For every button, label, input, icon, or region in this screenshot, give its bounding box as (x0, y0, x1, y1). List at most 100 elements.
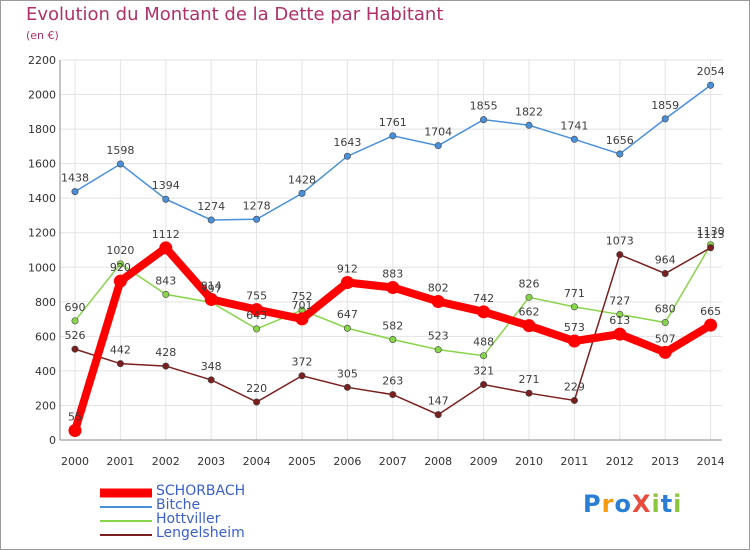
data-label: 1761 (379, 116, 407, 129)
data-label: 1020 (106, 244, 134, 257)
data-point (116, 260, 124, 268)
data-point (434, 142, 442, 150)
data-label: 752 (292, 290, 313, 303)
data-point (704, 318, 718, 332)
data-label: 826 (519, 277, 540, 290)
data-label: 1278 (243, 199, 271, 212)
y-tick-label: 1000 (28, 261, 56, 274)
data-point (68, 424, 82, 437)
legend-swatch (100, 488, 152, 498)
data-point (71, 317, 79, 325)
data-label: 321 (473, 365, 494, 378)
data-label: 305 (337, 367, 358, 380)
data-point (658, 345, 672, 359)
data-label: 964 (655, 253, 676, 266)
data-label: 1741 (560, 119, 588, 132)
data-point (116, 360, 124, 368)
data-point (207, 376, 215, 384)
y-tick-label: 1400 (28, 192, 56, 205)
data-label: 1394 (152, 179, 180, 192)
data-label: 1073 (606, 235, 634, 248)
data-point (707, 81, 715, 89)
y-tick-label: 1800 (28, 123, 56, 136)
data-point (113, 274, 127, 288)
data-point (707, 244, 715, 252)
y-tick-label: 200 (35, 399, 56, 412)
data-label: 271 (519, 373, 540, 386)
data-label: 507 (655, 332, 676, 345)
x-tick-label: 2003 (197, 455, 225, 468)
data-point (661, 269, 669, 277)
data-point (616, 251, 624, 259)
data-point (389, 335, 397, 343)
data-point (570, 396, 578, 404)
data-point (162, 362, 170, 370)
x-tick-label: 2007 (379, 455, 407, 468)
data-label: 771 (564, 287, 585, 300)
data-point (480, 381, 488, 389)
data-label: 843 (155, 274, 176, 287)
data-point (340, 275, 354, 289)
logo-letter: i (673, 490, 683, 518)
data-label: 263 (382, 375, 403, 388)
data-point (525, 293, 533, 301)
legend-label-bitche: Bitche (156, 497, 201, 513)
data-label: 372 (292, 356, 313, 369)
data-label: 662 (519, 306, 540, 319)
x-tick-label: 2001 (106, 455, 134, 468)
x-tick-label: 2010 (515, 455, 543, 468)
data-point (525, 121, 533, 129)
data-point (298, 372, 306, 380)
x-tick-label: 2006 (333, 455, 361, 468)
y-tick-label: 400 (35, 365, 56, 378)
data-point (389, 132, 397, 140)
logo-letter: r (601, 490, 615, 518)
data-point (661, 319, 669, 327)
data-point (434, 346, 442, 354)
x-tick-label: 2002 (152, 455, 180, 468)
legend-label-hottviller: Hottviller (156, 511, 221, 527)
data-label: 1274 (197, 200, 225, 213)
legend-swatch (100, 520, 152, 522)
x-tick-label: 2005 (288, 455, 316, 468)
data-label: 690 (65, 301, 86, 314)
data-label: 883 (382, 267, 403, 280)
data-label: 647 (337, 308, 358, 321)
data-point (434, 411, 442, 419)
data-label: 814 (201, 279, 222, 292)
legend-label-lengelsheim: Lengelsheim (156, 525, 245, 541)
data-point (204, 292, 218, 306)
data-label: 442 (110, 344, 131, 357)
data-label: 526 (65, 329, 86, 342)
data-label: 220 (246, 382, 267, 395)
data-label: 348 (201, 360, 222, 373)
data-point (250, 303, 264, 317)
data-point (253, 398, 261, 406)
data-label: 665 (700, 305, 721, 318)
data-point (298, 189, 306, 197)
data-point (477, 305, 491, 319)
data-label: 1643 (333, 136, 361, 149)
data-label: 488 (473, 336, 494, 349)
x-tick-label: 2011 (560, 455, 588, 468)
data-point (616, 310, 624, 318)
x-tick-label: 2014 (697, 455, 725, 468)
data-label: 2054 (697, 65, 725, 78)
data-point (389, 391, 397, 399)
data-label: 701 (292, 299, 313, 312)
data-label: 1704 (424, 126, 452, 139)
data-point (207, 216, 215, 224)
data-label: 742 (473, 292, 494, 305)
data-label: 802 (428, 281, 449, 294)
logo-letter: o (614, 490, 632, 518)
data-label: 428 (155, 346, 176, 359)
data-point (480, 116, 488, 124)
x-tick-label: 2008 (424, 455, 452, 468)
data-label: 1130 (697, 225, 725, 238)
data-point (386, 280, 400, 294)
y-tick-label: 1200 (28, 227, 56, 240)
data-label: 229 (564, 380, 585, 393)
data-label: 55 (68, 411, 82, 424)
x-tick-label: 2004 (243, 455, 271, 468)
legend-swatch (100, 534, 152, 536)
